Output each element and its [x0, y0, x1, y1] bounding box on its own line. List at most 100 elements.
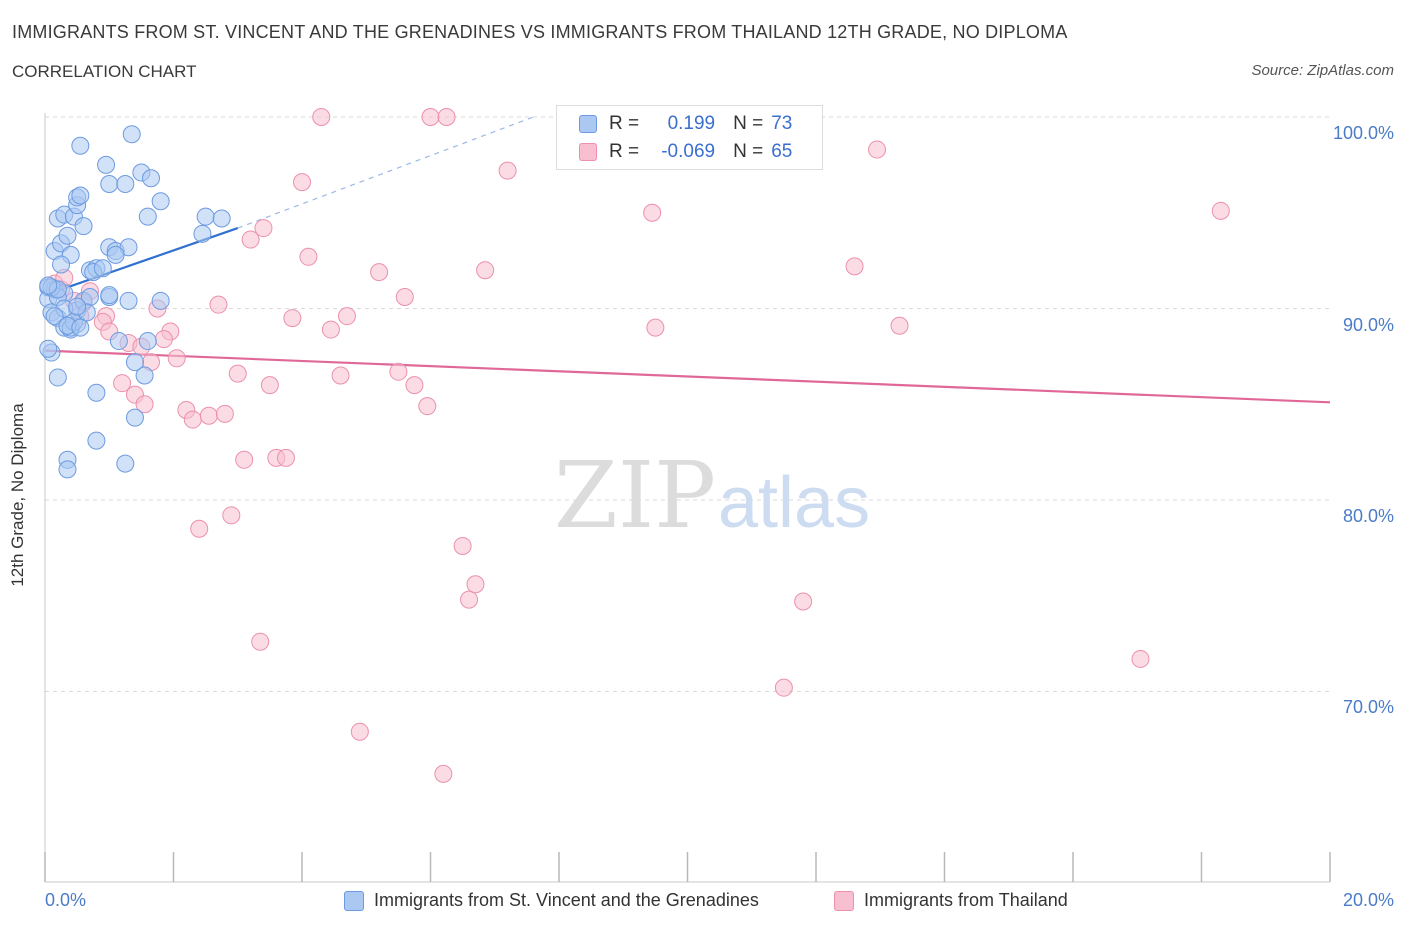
- data-point-thailand: [331, 366, 350, 385]
- legend-n-label: N =: [733, 141, 764, 162]
- y-tick-90: 90.0%: [1342, 315, 1394, 335]
- data-point-thailand: [154, 330, 173, 349]
- data-point-thailand: [868, 140, 887, 159]
- data-point-thailand: [350, 722, 369, 741]
- data-point-thailand: [421, 108, 440, 126]
- data-point-thailand: [370, 263, 389, 282]
- bottom-legend-thailand: Immigrants from Thailand: [834, 890, 1068, 911]
- data-point-thailand: [389, 362, 408, 381]
- data-point-thailand: [215, 404, 234, 423]
- data-point-stvincent: [142, 169, 161, 188]
- x-tick-0: 0.0%: [45, 890, 87, 910]
- bottom-legend-label-thailand: Immigrants from Thailand: [864, 890, 1068, 910]
- data-point-thailand: [113, 374, 132, 393]
- data-point-thailand: [337, 307, 356, 326]
- data-point-stvincent: [48, 368, 67, 387]
- y-axis-label: 12th Grade, No Diploma: [8, 403, 27, 587]
- legend-n-value: 73: [771, 113, 793, 134]
- bottom-legend-swatch-blue: [344, 890, 364, 911]
- data-point-thailand: [395, 288, 414, 307]
- data-point-thailand: [434, 764, 453, 783]
- series-stvincent-points: [39, 125, 231, 479]
- legend-row-thailand: R = -0.069 N = 65: [579, 139, 792, 165]
- data-point-thailand: [321, 320, 340, 339]
- data-point-thailand: [235, 450, 254, 469]
- legend-n-label: N =: [733, 113, 764, 134]
- series-thailand-points: [45, 108, 1230, 783]
- data-point-thailand: [254, 219, 273, 238]
- data-point-stvincent: [58, 226, 77, 245]
- data-point-thailand: [190, 519, 209, 538]
- data-point-stvincent: [125, 353, 144, 372]
- data-point-thailand: [260, 376, 279, 395]
- data-point-stvincent: [39, 276, 58, 295]
- data-point-stvincent: [151, 192, 170, 211]
- watermark-atlas: atlas: [718, 463, 870, 543]
- data-point-thailand: [251, 632, 270, 651]
- data-point-thailand: [466, 575, 485, 594]
- legend-r-label: R =: [609, 113, 640, 134]
- legend-swatch-blue: [579, 115, 597, 133]
- chart-subtitle: CORRELATION CHART: [12, 62, 197, 81]
- data-point-thailand: [312, 108, 331, 126]
- data-point-stvincent: [71, 136, 90, 155]
- data-point-thailand: [241, 230, 260, 249]
- correlation-legend: R = 0.199 N = 73 R = -0.069 N = 65: [556, 105, 823, 170]
- data-point-stvincent: [109, 332, 128, 351]
- watermark: ZIP atlas: [554, 442, 870, 549]
- legend-swatch-pink: [579, 143, 597, 161]
- legend-r-label: R =: [609, 141, 640, 162]
- data-point-stvincent: [87, 383, 106, 402]
- bottom-legend-stvincent: Immigrants from St. Vincent and the Gren…: [344, 890, 759, 911]
- watermark-zip: ZIP: [554, 442, 716, 549]
- legend-n-value: 65: [771, 141, 793, 162]
- data-point-stvincent: [106, 245, 125, 264]
- data-point-thailand: [774, 678, 793, 697]
- data-point-thailand: [405, 376, 424, 395]
- data-point-thailand: [1211, 201, 1230, 220]
- x-tick-20: 20.0%: [1342, 890, 1394, 910]
- source-note: Source: ZipAtlas.com: [1251, 62, 1394, 79]
- data-point-stvincent: [87, 431, 106, 450]
- data-point-stvincent: [138, 207, 157, 226]
- data-point-stvincent: [125, 408, 144, 427]
- data-point-stvincent: [151, 291, 170, 310]
- data-point-thailand: [794, 592, 813, 611]
- data-point-thailand: [460, 590, 479, 609]
- data-point-thailand: [276, 448, 295, 467]
- data-point-thailand: [845, 257, 864, 276]
- data-point-stvincent: [138, 332, 157, 351]
- data-point-thailand: [283, 309, 302, 328]
- data-point-thailand: [890, 316, 909, 335]
- data-point-stvincent: [45, 307, 64, 326]
- data-point-stvincent: [212, 209, 231, 228]
- data-point-thailand: [228, 364, 247, 383]
- data-point-thailand: [199, 406, 218, 425]
- data-point-stvincent: [68, 297, 87, 316]
- data-point-thailand: [437, 108, 456, 126]
- data-point-stvincent: [52, 255, 71, 274]
- data-point-stvincent: [116, 454, 135, 473]
- data-point-stvincent: [93, 259, 112, 278]
- data-point-thailand: [498, 161, 517, 180]
- data-point-stvincent: [116, 175, 135, 194]
- data-point-thailand: [299, 247, 318, 266]
- data-point-stvincent: [71, 186, 90, 205]
- data-point-stvincent: [100, 175, 119, 194]
- grid-lines: [45, 116, 1330, 692]
- data-point-thailand: [222, 506, 241, 525]
- y-tick-80: 80.0%: [1342, 506, 1394, 526]
- data-point-stvincent: [39, 339, 58, 358]
- data-point-stvincent: [97, 155, 116, 174]
- data-point-stvincent: [193, 224, 212, 243]
- y-tick-70: 70.0%: [1342, 697, 1394, 717]
- data-point-stvincent: [119, 291, 138, 310]
- data-point-thailand: [453, 536, 472, 555]
- data-point-thailand: [183, 410, 202, 429]
- legend-r-value: -0.069: [661, 141, 716, 162]
- bottom-legend-label-stvincent: Immigrants from St. Vincent and the Gren…: [374, 890, 759, 910]
- axes: [44, 113, 1331, 883]
- legend-row-stvincent: R = 0.199 N = 73: [579, 111, 792, 137]
- data-point-stvincent: [135, 366, 154, 385]
